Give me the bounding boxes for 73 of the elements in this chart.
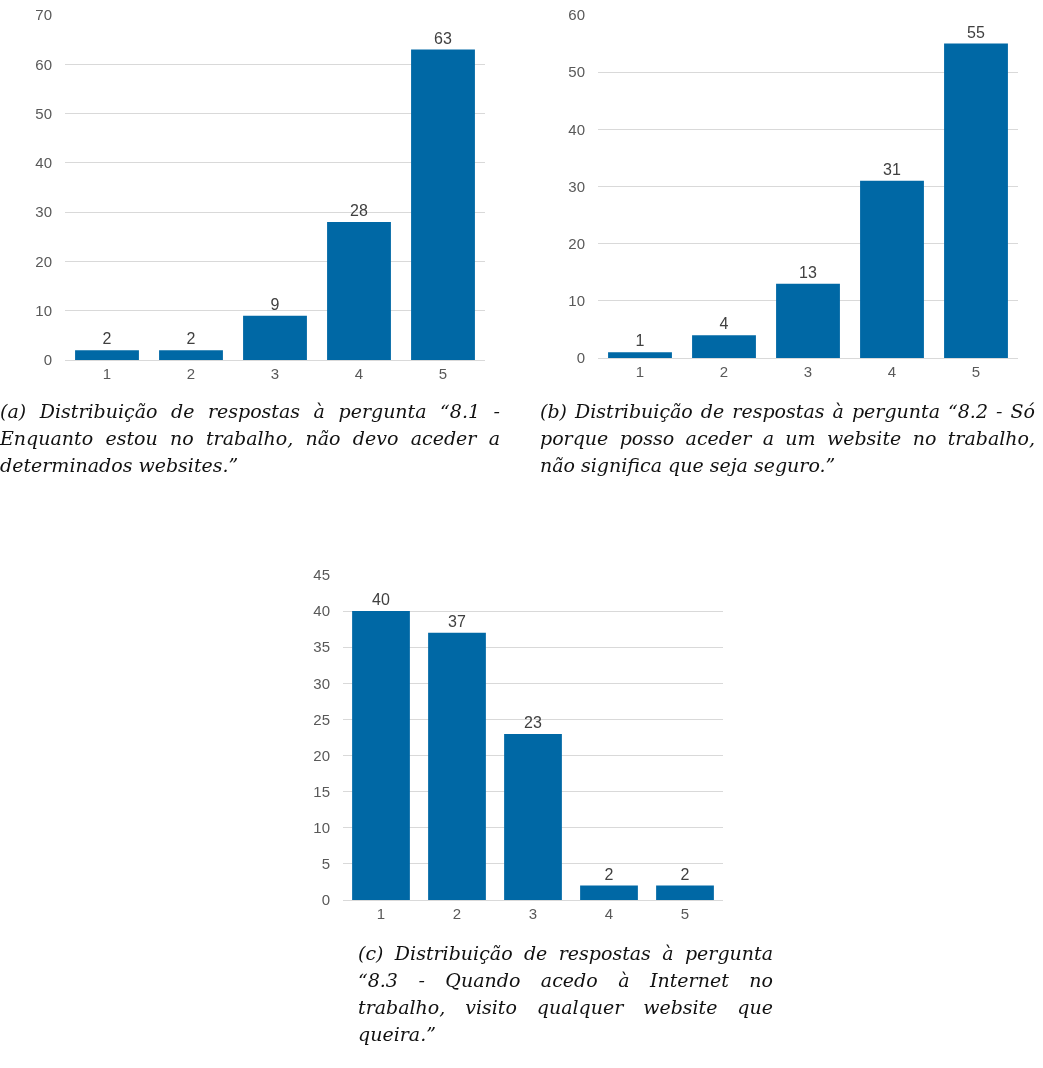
data-label: 4 bbox=[719, 315, 729, 333]
bar bbox=[944, 43, 1008, 358]
x-tick-label: 2 bbox=[719, 363, 729, 380]
x-tick-label: 2 bbox=[452, 905, 462, 922]
y-tick-label: 60 bbox=[35, 55, 52, 73]
data-label: 23 bbox=[524, 713, 542, 731]
x-tick-label: 1 bbox=[376, 905, 386, 922]
x-tick-label: 3 bbox=[803, 363, 813, 380]
bar bbox=[580, 885, 638, 900]
bar bbox=[656, 885, 714, 900]
data-label: 9 bbox=[270, 295, 280, 313]
y-tick-label: 25 bbox=[313, 710, 330, 728]
x-tick-label: 5 bbox=[438, 365, 448, 382]
x-tick-label: 5 bbox=[971, 363, 981, 380]
bar bbox=[352, 611, 410, 900]
x-tick-label: 3 bbox=[528, 905, 538, 922]
data-label: 2 bbox=[102, 330, 112, 348]
y-tick-label: 50 bbox=[35, 104, 52, 122]
y-tick-label: 40 bbox=[35, 154, 52, 172]
bar bbox=[159, 350, 223, 360]
y-tick-label: 20 bbox=[35, 252, 52, 270]
x-tick-label: 5 bbox=[680, 905, 690, 922]
y-tick-label: 50 bbox=[568, 63, 585, 81]
y-tick-label: 60 bbox=[568, 6, 585, 24]
y-tick-label: 10 bbox=[568, 292, 585, 310]
y-tick-label: 10 bbox=[313, 819, 330, 837]
data-label: 2 bbox=[604, 865, 614, 883]
y-tick-label: 40 bbox=[313, 602, 330, 620]
bar bbox=[692, 335, 756, 358]
x-tick-label: 1 bbox=[102, 365, 112, 382]
y-tick-label: 0 bbox=[576, 349, 585, 367]
bar bbox=[411, 49, 475, 360]
y-tick-label: 20 bbox=[568, 234, 585, 252]
y-tick-label: 45 bbox=[313, 566, 330, 584]
bar bbox=[860, 180, 924, 358]
bar bbox=[504, 733, 562, 900]
data-label: 1 bbox=[635, 332, 645, 350]
y-tick-label: 35 bbox=[313, 638, 330, 656]
text: (a) Distribuição de respostas à pergunta “8.1 - Enquanto estou no trabalho, não devo aceder a determinados websites.” bbox=[0, 399, 500, 478]
y-tick-label: 0 bbox=[43, 351, 52, 369]
y-tick-label: 40 bbox=[568, 120, 585, 138]
y-tick-label: 5 bbox=[321, 855, 330, 873]
data-label: 55 bbox=[967, 23, 985, 41]
x-tick-label: 2 bbox=[186, 365, 196, 382]
data-label: 13 bbox=[799, 263, 817, 281]
data-label: 2 bbox=[680, 865, 690, 883]
bar bbox=[776, 283, 840, 358]
bar bbox=[327, 222, 391, 360]
x-tick-label: 1 bbox=[635, 363, 645, 380]
y-tick-label: 10 bbox=[35, 301, 52, 319]
bar bbox=[75, 350, 139, 360]
y-tick-label: 0 bbox=[321, 891, 330, 909]
y-tick-label: 30 bbox=[568, 177, 585, 195]
data-label: 63 bbox=[434, 29, 452, 47]
y-tick-label: 15 bbox=[313, 782, 330, 800]
y-tick-label: 70 bbox=[35, 6, 52, 24]
data-label: 37 bbox=[448, 612, 466, 630]
data-label: 2 bbox=[186, 330, 196, 348]
x-tick-label: 4 bbox=[604, 905, 614, 922]
text: (c) Distribuição de respostas à pergunta “8.3 - Quando acedo à Internet no trabalho, visito qualquer website que queira.” bbox=[358, 941, 773, 1047]
y-tick-label: 30 bbox=[313, 674, 330, 692]
bar bbox=[243, 315, 307, 360]
x-tick-label: 4 bbox=[887, 363, 897, 380]
data-label: 40 bbox=[372, 591, 390, 609]
y-tick-label: 20 bbox=[313, 746, 330, 764]
x-tick-label: 3 bbox=[270, 365, 280, 382]
x-tick-label: 4 bbox=[354, 365, 364, 382]
data-label: 28 bbox=[350, 202, 368, 219]
bar bbox=[608, 352, 672, 358]
text: (b) Distribuição de respostas à pergunta “8.2 - Só porque posso aceder a um website no trabalho, não significa que seja seguro.” bbox=[540, 399, 1035, 478]
data-label: 31 bbox=[883, 160, 901, 178]
bar bbox=[428, 632, 486, 900]
y-tick-label: 30 bbox=[35, 203, 52, 221]
